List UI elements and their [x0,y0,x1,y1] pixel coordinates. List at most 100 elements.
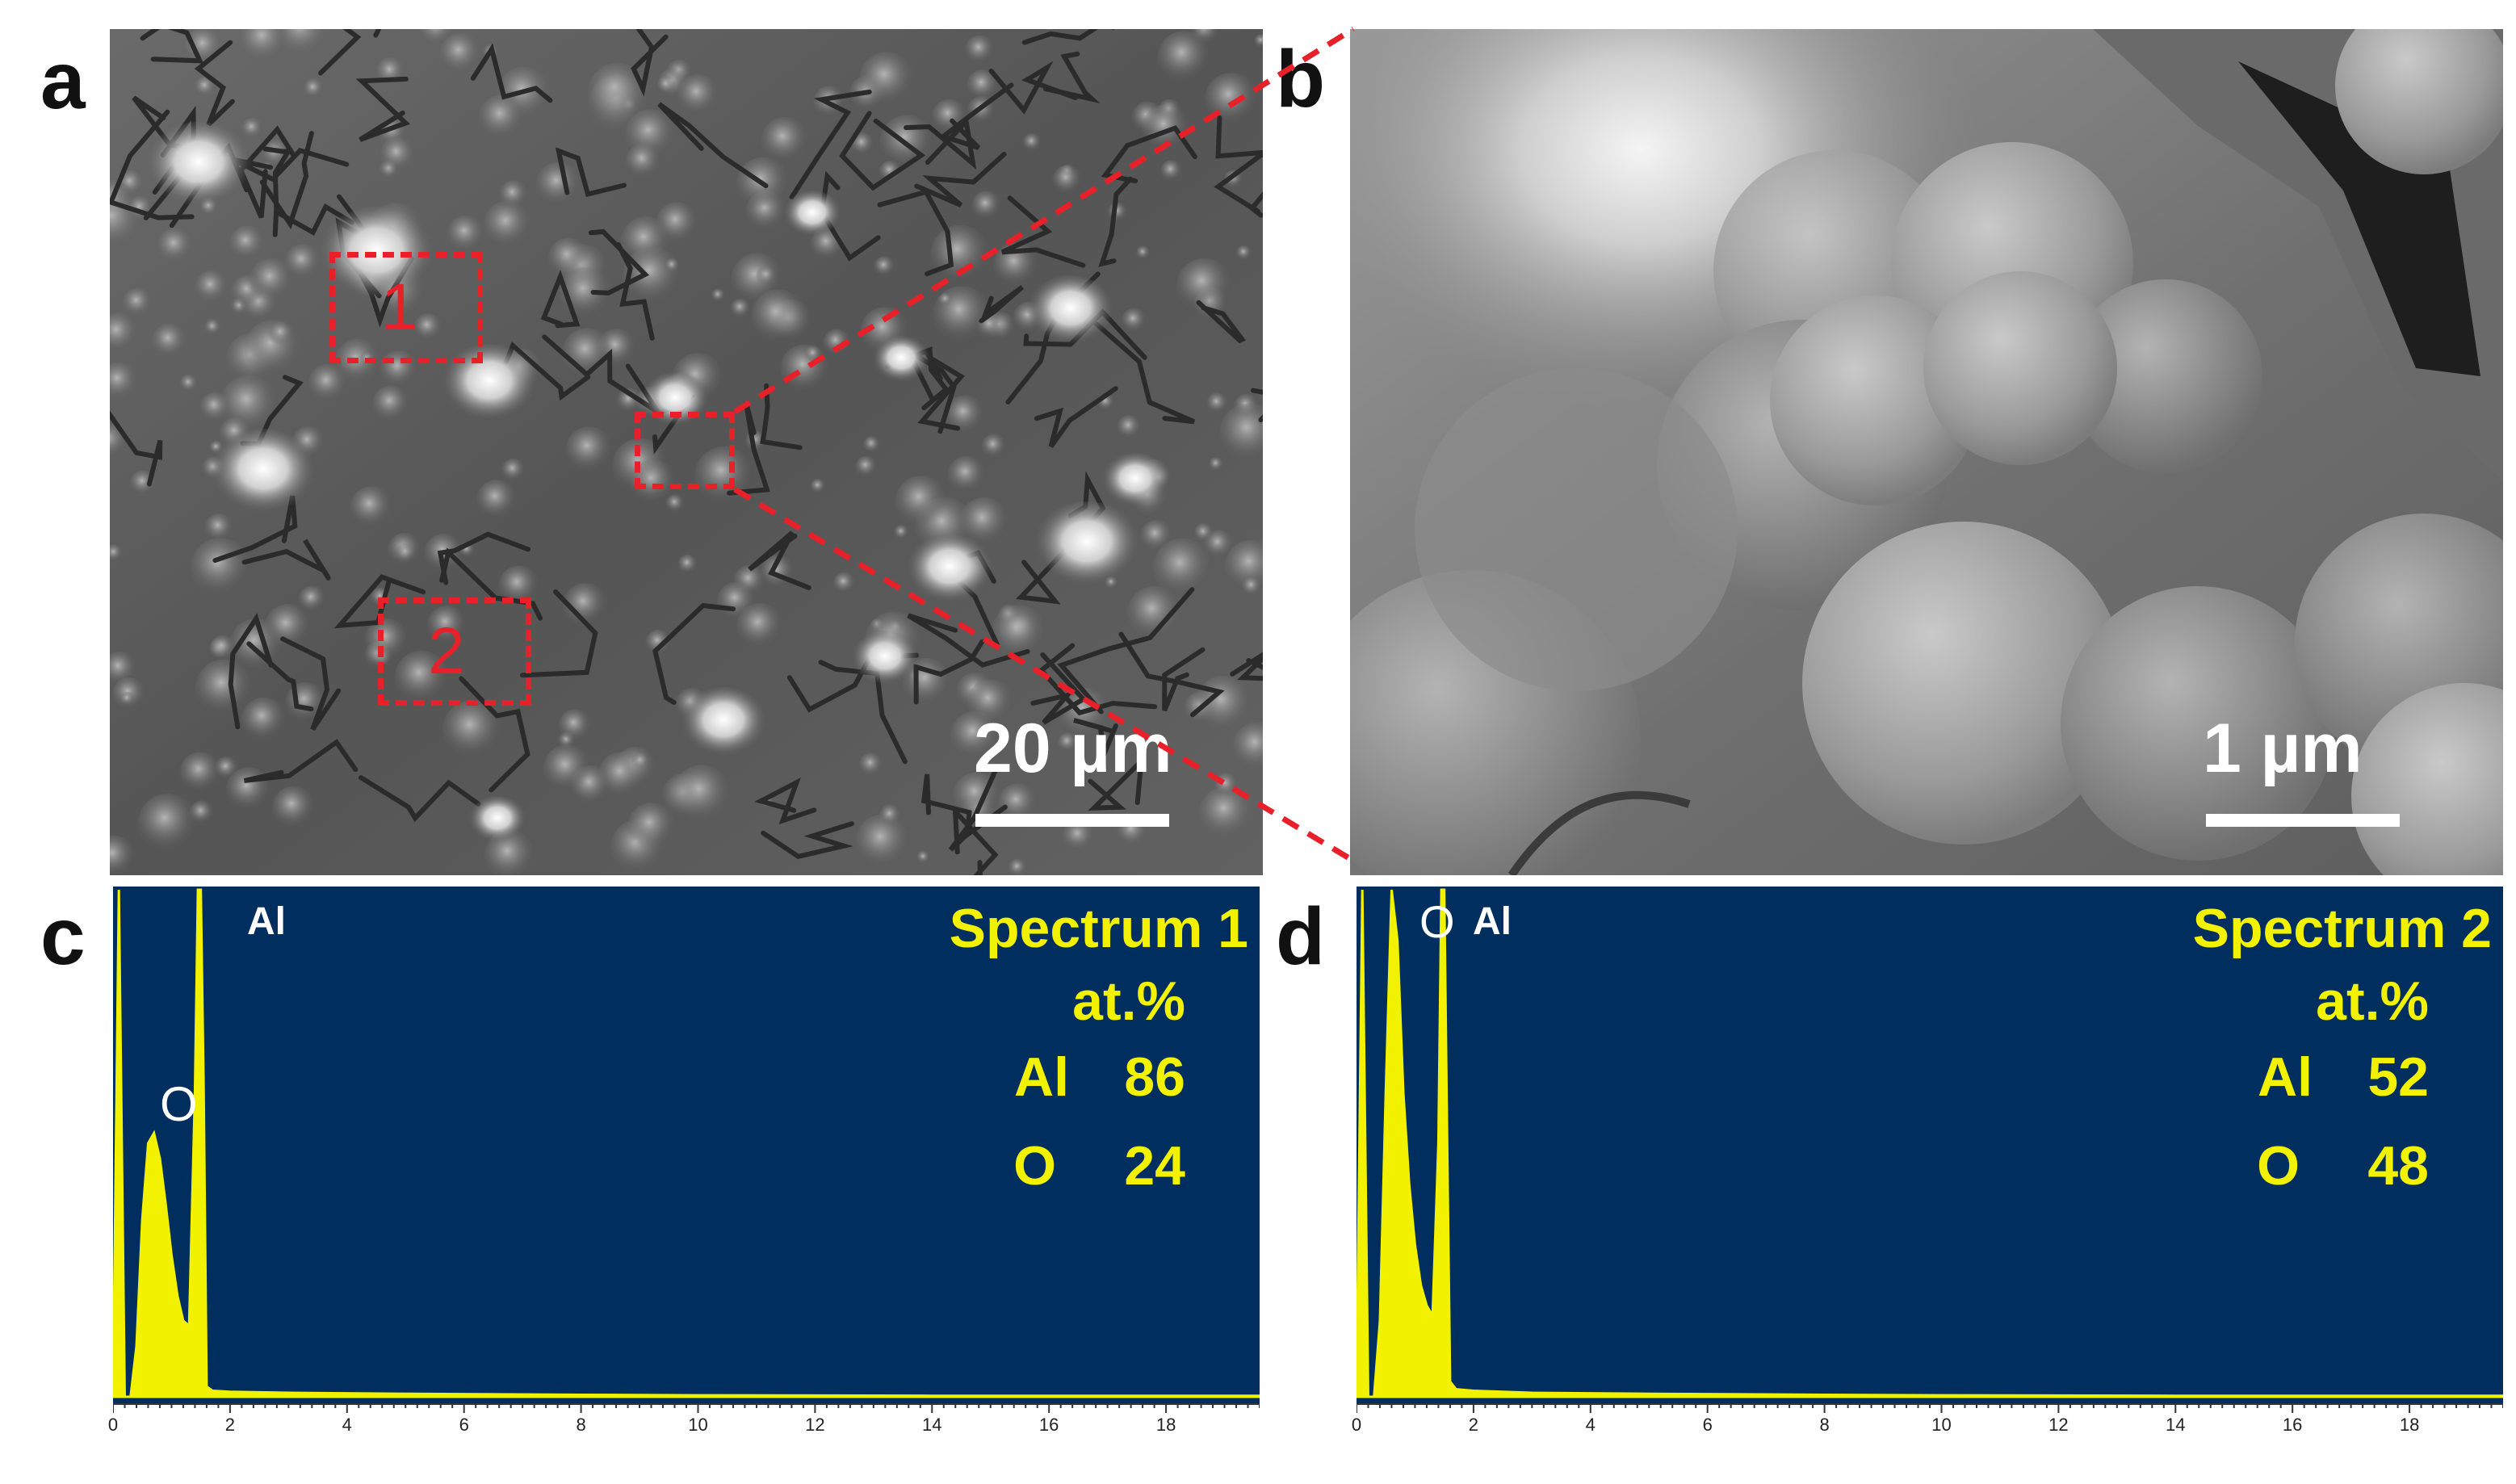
sem-crack [470,43,553,103]
sem-nodule [271,786,316,829]
sem-crack [280,636,342,732]
sem-nodule [971,191,1002,221]
sem-nodule [120,691,135,706]
sem-nodule [863,436,881,454]
sem-bright-particle [468,796,526,845]
sem-crack [359,775,481,823]
sem-nodule [1241,576,1262,597]
sem-nodule [396,543,416,564]
sem-crack [318,29,362,76]
unit-label-d: at.% [2316,970,2429,1032]
sem-nodule [110,312,139,354]
sem-bright-particle [145,122,252,211]
sem-nodule [631,752,650,771]
x-tick-label: 16 [1038,1415,1059,1435]
panel-letter-a: a [40,36,86,126]
sem-crack [110,410,163,487]
sem-nodule [447,215,485,254]
sem-nodule [535,162,581,208]
sem-nodule [665,494,685,514]
sem-nodule [716,581,757,622]
sem-nodule [439,32,482,75]
sem-nodule [229,225,266,262]
sem-nodule [916,850,930,865]
sem-crack [615,242,655,341]
sem-nodule [364,618,409,663]
sem-crack [228,613,274,730]
sem-nodule [832,572,856,595]
x-tick-label: 10 [688,1415,708,1435]
spectrum-series-1 [113,888,1260,1398]
sem-nodule [547,237,590,279]
sem-nodule [122,287,153,318]
sem-bright-particle [851,631,919,687]
panel-letter-c: c [40,891,86,982]
sem-nodule [499,180,529,210]
sem-nodule [1219,403,1263,464]
x-tick-label: 2 [224,1415,236,1435]
sem-crack [262,146,293,210]
sem-bright-particle [680,687,767,760]
sem-nodule [543,744,592,794]
x-tick-label: 4 [342,1415,352,1435]
spectrum-title-d: Spectrum 2 [2192,898,2492,959]
peak-label-Al-c: Al [247,900,286,943]
sem-bright-particle [1034,501,1140,590]
sem-nodule [209,635,237,662]
sem-image-b [1350,29,2503,875]
sem-nodule [656,75,677,95]
sem-nodule [1142,104,1189,153]
sem-bright-particle [1027,275,1114,348]
sem-nodule [874,256,895,278]
sem-nodule [476,480,518,521]
peak-label-Al-d: Al [1473,900,1512,943]
sem-nodule [1214,773,1239,798]
sem-crack [631,29,669,97]
x-tick-label: 8 [1819,1415,1830,1435]
sem-nodule [938,292,953,308]
table-val-0-d: 52 [2367,1046,2429,1108]
sem-crack [246,641,314,712]
scale-bar-a [975,814,1169,827]
sem-crack [437,531,531,585]
sem-bright-particle [210,429,317,518]
sem-nodule [756,266,777,287]
sem-nodule [1136,245,1151,260]
x-tick-label: 14 [922,1415,942,1435]
sem-texture-b [1350,29,2503,875]
x-tick-label: 0 [107,1415,119,1435]
x-tick-label: 18 [2399,1415,2420,1435]
panel-letter-b: b [1276,34,1326,124]
sem-nodule [645,629,672,656]
sem-crack [588,228,650,296]
sem-nodule [1236,245,1252,262]
scale-bar-b [2206,814,2400,827]
sem-nodule [711,288,726,303]
table-val-0-c: 86 [1124,1046,1185,1108]
sem-crack [520,589,598,678]
sem-nodule [190,538,251,598]
sem-nodule [350,486,393,529]
sem-nodule [677,554,698,575]
sem-nodule [375,57,406,87]
sem-nodule [189,800,214,825]
sem-nodule [298,585,326,614]
sem-nodule [1160,160,1183,182]
sem-nodule [478,94,526,141]
sem-bright-particle [906,534,993,606]
region-label-2: 2 [428,614,465,688]
sem-nodule [308,363,348,404]
sem-nodule [858,52,915,108]
sem-nodule [1107,202,1128,223]
sem-nodule [151,323,187,359]
sem-nodule [947,455,987,495]
sem-nodule [565,426,613,474]
sem-nodule [372,385,410,423]
sem-nodule [241,697,287,743]
sem-nodule [195,659,254,718]
table-el-0-d: Al [2258,1046,2313,1108]
x-axis-c: 0 2 4 6 8 10 12 14 16 18 [108,1403,1260,1452]
sem-crack [241,539,331,581]
x-tick-label: 6 [1702,1415,1713,1435]
sem-nodule [275,29,329,59]
